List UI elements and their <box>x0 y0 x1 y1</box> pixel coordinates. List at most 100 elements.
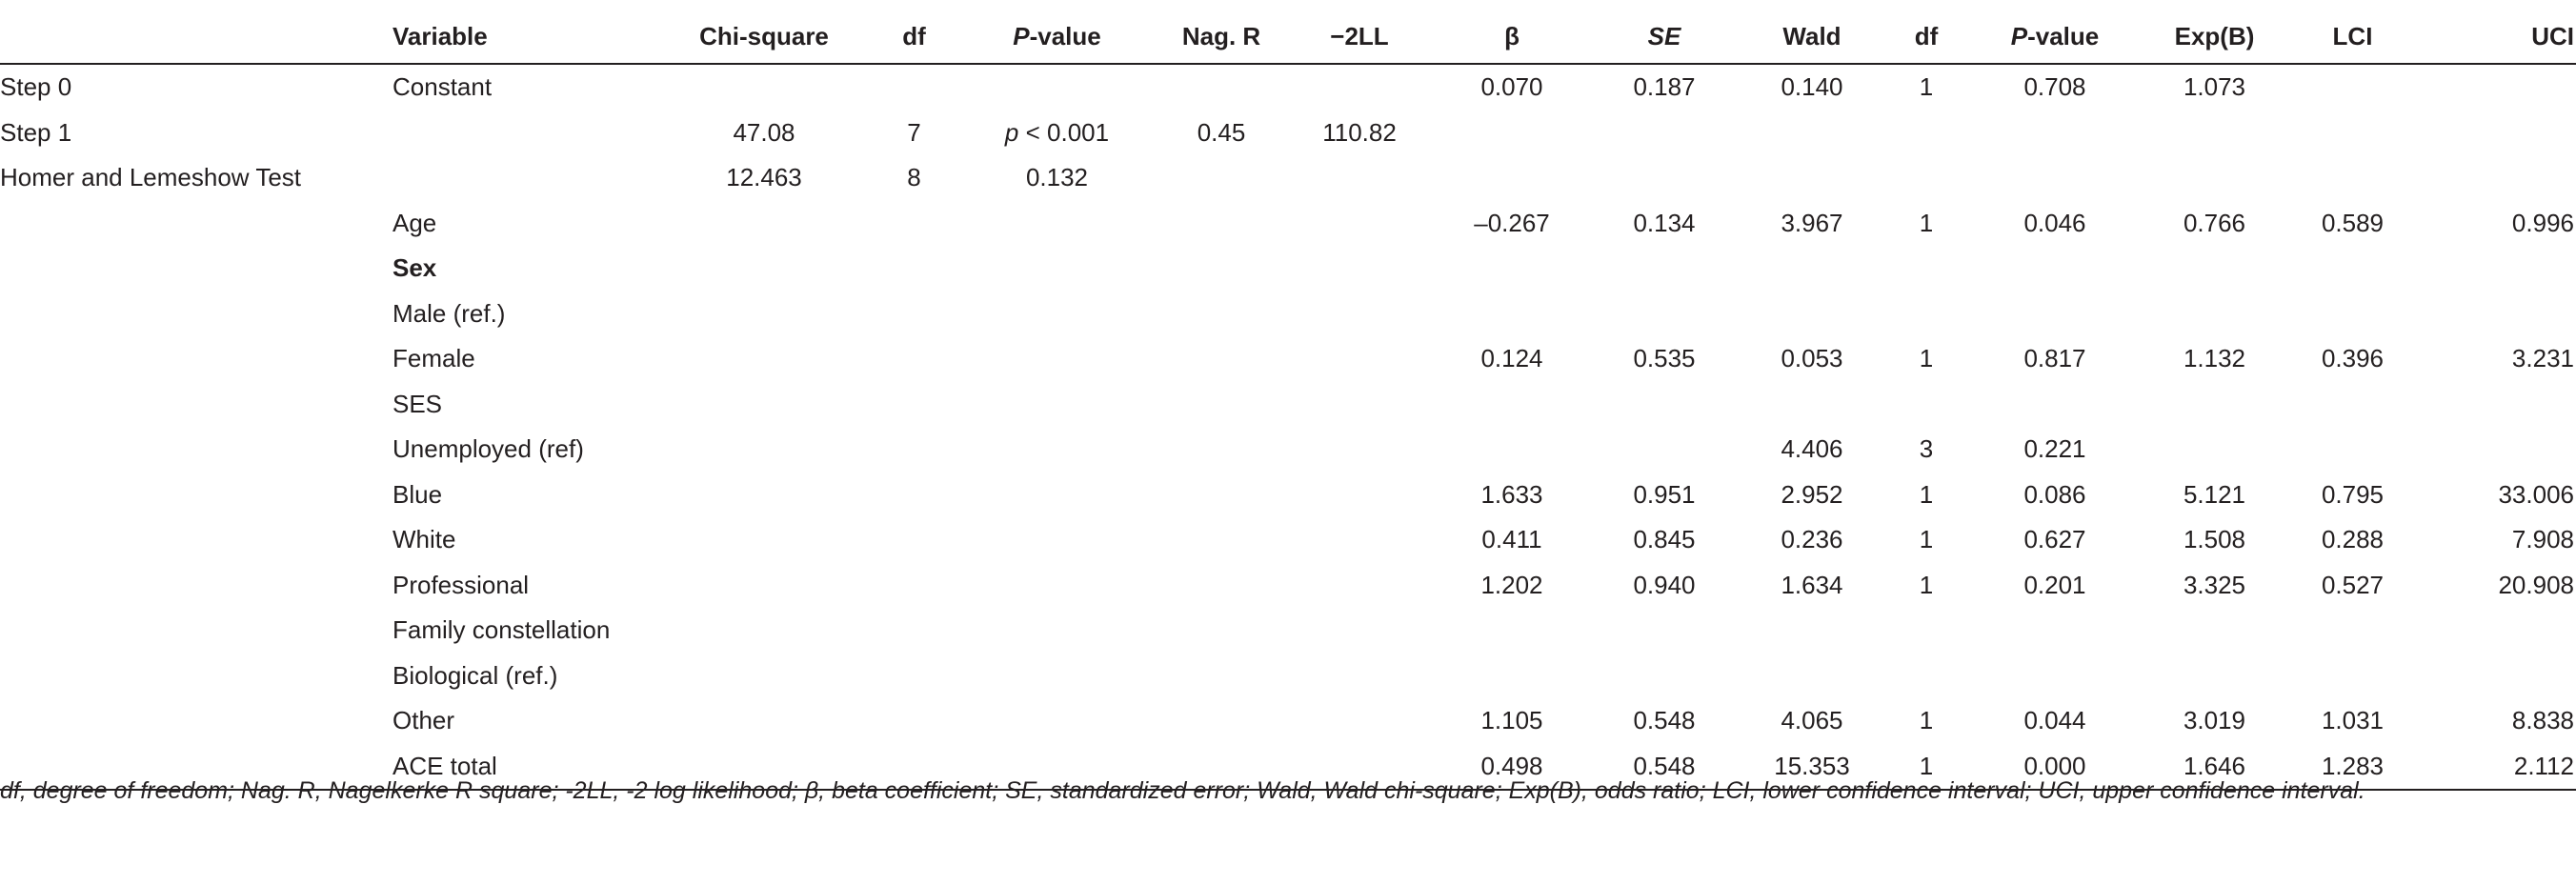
cell-step <box>0 292 392 337</box>
cell-df1 <box>869 608 959 654</box>
cell-chi-square <box>659 427 869 473</box>
cell-se <box>1593 654 1736 699</box>
header-se: SE <box>1647 21 1681 50</box>
header-exp-b: Exp(B) <box>2174 21 2255 50</box>
cell-variable: Male (ref.) <box>392 298 506 328</box>
cell-step <box>0 427 392 473</box>
cell-variable: White <box>392 525 456 554</box>
cell-p-value1 <box>959 473 1155 518</box>
cell-exp-b: 1.073 <box>2183 72 2246 102</box>
table-row: Homer and Lemeshow Test 12.463 8 0.132 <box>0 155 2576 201</box>
table-footnote: df, degree of freedom; Nag. R, Nagelkerk… <box>0 777 2365 804</box>
cell-variable: Age <box>392 208 437 237</box>
cell-df1 <box>869 517 959 563</box>
header-wald: Wald <box>1782 21 1841 50</box>
cell-df2: 1 <box>1919 208 1934 237</box>
cell-chi-square <box>659 336 869 382</box>
cell-se: 0.951 <box>1633 479 1696 509</box>
cell-variable: Biological (ref.) <box>392 660 558 690</box>
cell-beta: 0.498 <box>1480 751 1543 780</box>
cell-neg2ll <box>1288 382 1431 428</box>
cell-nag-r <box>1155 155 1288 201</box>
cell-df1 <box>869 654 959 699</box>
cell-beta: 0.070 <box>1480 72 1543 102</box>
cell-p-value2: 0.817 <box>2023 344 2086 373</box>
cell-step <box>0 473 392 518</box>
cell-p-value2: 0.086 <box>2023 479 2086 509</box>
cell-p-value2 <box>1964 155 2145 201</box>
cell-uci: 8.838 <box>2511 706 2574 735</box>
cell-chi-square <box>659 382 869 428</box>
cell-step <box>0 698 392 744</box>
cell-df1: 7 <box>907 117 921 147</box>
cell-p-value2: 0.044 <box>2023 706 2086 735</box>
cell-nag-r <box>1155 473 1288 518</box>
cell-p-value2: 0.221 <box>2023 434 2086 464</box>
table-row: ACE total 0.498 0.548 15.353 1 0.000 1.646 1.28… <box>0 744 2576 790</box>
header-variable: Variable <box>392 21 488 50</box>
table-row: Age –0.267 0.134 3.967 1 0.046 0.766 0.589 0.996 <box>0 201 2576 247</box>
cell-chi-square: 47.08 <box>733 117 795 147</box>
cell-df2 <box>1888 246 1964 292</box>
cell-p-value1 <box>959 608 1155 654</box>
cell-lci: 0.527 <box>2321 570 2385 599</box>
table-row: Sex <box>0 246 2576 292</box>
cell-chi-square <box>659 517 869 563</box>
cell-exp-b <box>2145 654 2284 699</box>
cell-p-value1 <box>959 64 1155 111</box>
cell-step <box>0 654 392 699</box>
cell-df1 <box>869 563 959 609</box>
cell-exp-b: 1.646 <box>2183 751 2246 780</box>
cell-chi-square: 12.463 <box>726 163 802 192</box>
cell-df2 <box>1888 292 1964 337</box>
cell-se: 0.940 <box>1633 570 1696 599</box>
cell-step <box>0 563 392 609</box>
cell-neg2ll <box>1288 517 1431 563</box>
cell-beta: 0.411 <box>1481 525 1542 554</box>
cell-exp-b: 3.019 <box>2183 706 2246 735</box>
cell-lci <box>2284 292 2422 337</box>
cell-step <box>0 246 392 292</box>
cell-se <box>1593 246 1736 292</box>
header-p-value-2-rest: -value <box>2027 21 2100 50</box>
cell-wald: 2.952 <box>1781 479 1843 509</box>
cell-chi-square <box>659 246 869 292</box>
cell-neg2ll <box>1288 201 1431 247</box>
cell-beta <box>1431 246 1593 292</box>
cell-nag-r <box>1155 698 1288 744</box>
cell-uci: 20.908 <box>2498 570 2574 599</box>
cell-lci <box>2284 246 2422 292</box>
cell-lci <box>2284 64 2422 111</box>
cell-p-value2: 0.201 <box>2023 570 2086 599</box>
table-row: Male (ref.) <box>0 292 2576 337</box>
cell-step <box>0 201 392 247</box>
cell-exp-b: 0.766 <box>2183 208 2246 237</box>
header-lci: LCI <box>2332 21 2373 50</box>
header-df-2: df <box>1914 21 1939 50</box>
cell-se <box>1593 155 1736 201</box>
cell-p-value2 <box>1964 292 2145 337</box>
cell-df2: 1 <box>1919 570 1934 599</box>
cell-neg2ll <box>1288 563 1431 609</box>
header-step <box>0 10 392 64</box>
cell-df1 <box>869 201 959 247</box>
cell-exp-b <box>2145 608 2284 654</box>
cell-neg2ll <box>1288 473 1431 518</box>
cell-se: 0.845 <box>1633 525 1696 554</box>
cell-neg2ll <box>1288 64 1431 111</box>
cell-chi-square <box>659 698 869 744</box>
cell-variable: Other <box>392 706 455 735</box>
cell-se: 0.134 <box>1633 208 1696 237</box>
cell-p-value2: 0.627 <box>2023 525 2086 554</box>
cell-df1 <box>869 292 959 337</box>
cell-lci: 0.589 <box>2321 208 2385 237</box>
cell-uci <box>2422 246 2576 292</box>
cell-step: Step 1 <box>0 117 72 147</box>
header-beta: β <box>1504 21 1519 50</box>
cell-step: Step 0 <box>0 72 72 102</box>
cell-variable: Sex <box>392 253 437 283</box>
cell-df2 <box>1888 155 1964 201</box>
header-nag-r: Nag. R <box>1181 21 1261 50</box>
cell-chi-square <box>659 654 869 699</box>
cell-variable: Professional <box>392 570 530 599</box>
